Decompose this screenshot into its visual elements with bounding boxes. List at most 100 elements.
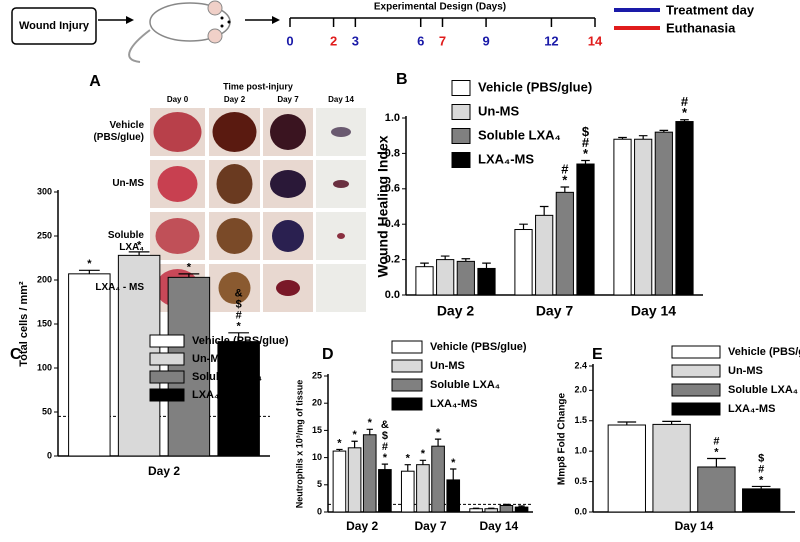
day-label: 3 [352, 33, 359, 48]
arrow-head [126, 16, 134, 24]
bar [415, 266, 434, 296]
significance: * [759, 474, 764, 486]
error-bar [482, 262, 491, 269]
x-tick-label: Day 14 [631, 303, 676, 319]
bar [697, 466, 736, 513]
wound [216, 218, 253, 254]
significance: * [337, 437, 342, 449]
legend-swatch [671, 364, 721, 378]
legend-label: Vehicle (PBS/glue) [192, 335, 289, 347]
significance: * [383, 452, 388, 464]
significance: * [714, 446, 719, 458]
error-bar [381, 463, 389, 470]
x-tick-label: Day 2 [148, 464, 180, 478]
row-label: Un-MS [112, 178, 144, 189]
error-bar [560, 186, 570, 193]
y-tick-label: 250 [37, 230, 52, 240]
y-tick-label: 2.4 [574, 360, 587, 370]
legend-swatch [149, 352, 185, 366]
error-bar [659, 129, 669, 133]
photos-title: Time post-injury [223, 81, 293, 91]
legend-label: Un-MS [192, 353, 227, 365]
significance: # [681, 94, 689, 109]
significance: # [561, 161, 569, 176]
bar [514, 229, 533, 296]
significance: * [451, 457, 456, 469]
bar [652, 423, 691, 513]
significance: * [87, 258, 92, 270]
y-tick-label: 50 [42, 406, 52, 416]
legend-label: Vehicle (PBS/glue) [430, 341, 527, 353]
significance: # [382, 441, 388, 453]
bar [654, 131, 673, 296]
bar [634, 138, 653, 296]
bar [456, 260, 475, 296]
legend-label: Euthanasia [666, 20, 736, 35]
error-bar [751, 485, 771, 489]
bar [400, 470, 415, 513]
column-label: Day 2 [224, 95, 246, 104]
y-tick-label: 2.0 [574, 385, 587, 395]
legend-label: Soluble LXA₄ [430, 379, 500, 391]
significance: $ [758, 452, 764, 464]
y-tick-label: 0 [317, 506, 322, 516]
error-bar [404, 464, 411, 472]
significance: & [235, 288, 243, 300]
legend-label: Vehicle (PBS/glue) [478, 79, 592, 94]
y-axis-label: Total cells / mm² [18, 281, 30, 367]
wound [212, 112, 257, 152]
significance: * [352, 429, 357, 441]
bar [469, 508, 483, 513]
legend-swatch [391, 359, 423, 373]
bar [446, 479, 461, 513]
significance: * [562, 172, 568, 187]
significance: * [406, 453, 411, 465]
bar [378, 469, 392, 513]
legend-label: Soluble LXA₄ [728, 384, 798, 396]
injury-box [11, 7, 97, 45]
column-label: Day 7 [277, 95, 299, 104]
wound [270, 170, 306, 198]
legend-swatch [391, 397, 423, 411]
y-tick-label: 0.0 [385, 289, 400, 301]
y-tick-label: 100 [37, 362, 52, 372]
wound [157, 166, 198, 202]
error-bar [581, 159, 590, 165]
y-axis-label: Neutrophils x 10³/mg of tissue [294, 380, 304, 509]
photo [316, 264, 366, 312]
error-bar [450, 468, 457, 480]
bar [535, 214, 554, 296]
significance: * [583, 146, 589, 161]
legend-swatch [391, 378, 423, 392]
y-tick-label: 15 [312, 425, 322, 435]
bar [332, 450, 347, 513]
significance: $ [582, 124, 590, 139]
significance: * [368, 417, 373, 429]
day-label: 14 [588, 33, 603, 48]
wound [216, 164, 253, 204]
y-tick-label: 150 [37, 318, 52, 328]
wound [333, 180, 349, 188]
legend-swatch [391, 340, 423, 354]
error-bar [351, 440, 358, 448]
error-bar [617, 421, 637, 426]
panel-label: E [592, 346, 603, 363]
bar [576, 163, 595, 296]
y-tick-label: 0.6 [385, 183, 400, 195]
arrow-head [272, 16, 280, 24]
significance: # [582, 135, 590, 150]
bar [514, 506, 529, 513]
error-bar [420, 262, 429, 267]
wound [272, 220, 304, 252]
error-bar [518, 505, 525, 508]
bar [362, 434, 377, 513]
significance: & [381, 419, 389, 431]
panel-label: D [322, 346, 334, 363]
wound [155, 218, 200, 254]
mouse [128, 0, 231, 63]
day-label: 0 [286, 33, 293, 48]
significance: * [436, 427, 441, 439]
error-bar [618, 136, 627, 140]
